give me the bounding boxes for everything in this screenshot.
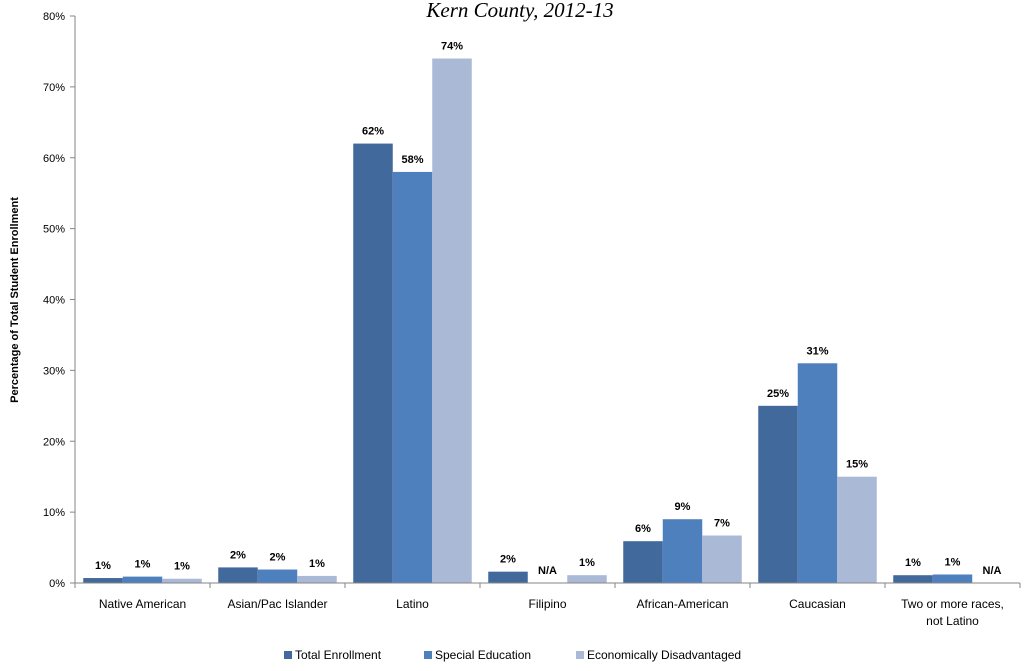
data-label: 6% [635, 523, 651, 535]
bar [662, 519, 703, 583]
x-tick-label: African-American [636, 597, 728, 611]
bar [257, 569, 298, 583]
bars: 1% 1% 1% 2% 2% 1% 62% 58% 74% 2% N/A 1% 6% 9% 7% 25% 31%… [83, 41, 1002, 584]
data-label: 9% [675, 501, 691, 513]
data-label: 1% [579, 557, 595, 569]
x-tick-label: Two or more races, not Latino [901, 597, 1004, 628]
y-tick-label: 0% [49, 578, 65, 590]
bar [758, 405, 798, 583]
data-label: 1% [174, 561, 190, 573]
x-tick-label: Filipino [528, 597, 566, 611]
data-label: N/A [538, 565, 557, 577]
data-label: 2% [230, 549, 246, 561]
x-tick-label: Asian/Pac Islander [227, 597, 327, 611]
legend-entry: Total Enrollment [295, 648, 382, 662]
bar [83, 578, 123, 583]
data-label: 15% [846, 459, 868, 471]
legend-entry: Economically Disadvantaged [587, 648, 741, 662]
bar [893, 575, 933, 583]
x-axis: Native American Asian/Pac Islander Latino F… [74, 582, 1021, 628]
data-label: 1% [135, 559, 151, 571]
data-label: 2% [500, 554, 516, 566]
y-tick-label: 20% [43, 436, 65, 448]
bar [623, 541, 663, 583]
legend-swatch [576, 651, 584, 659]
bar [932, 574, 973, 583]
y-axis-label: Percentage of Total Student Enrollment [9, 197, 21, 403]
data-label: 1% [95, 560, 111, 572]
data-label: 62% [362, 126, 384, 138]
bar [392, 171, 433, 584]
y-tick-label: 40% [43, 295, 65, 307]
data-label: 2% [270, 552, 286, 564]
legend-entry: Special Education [435, 648, 531, 662]
data-label: 58% [401, 154, 423, 166]
bar [297, 575, 337, 583]
data-label: N/A [983, 565, 1002, 577]
bar [797, 363, 838, 583]
bar [567, 575, 607, 583]
data-label: 1% [905, 557, 921, 569]
legend-swatch [424, 651, 432, 659]
bar [702, 535, 742, 583]
legend: Total Enrollment Special Education Economi… [284, 648, 741, 662]
y-tick-label: 80% [43, 11, 65, 23]
bar [353, 143, 393, 583]
data-label: 1% [309, 558, 325, 570]
legend-swatch [284, 651, 292, 659]
data-label: 74% [441, 41, 463, 53]
bar [488, 571, 528, 583]
y-tick-label: 70% [43, 82, 65, 94]
y-tick-label: 60% [43, 153, 65, 165]
data-label: 25% [767, 388, 789, 400]
x-tick-label: Latino [396, 597, 429, 611]
y-tick-label: 30% [43, 365, 65, 377]
bar [837, 476, 877, 583]
x-tick-label: Caucasian [789, 597, 846, 611]
data-label: 7% [714, 518, 730, 530]
chart-title: Kern County, 2012-13 [425, 0, 613, 22]
data-label: 1% [945, 556, 961, 568]
bar [162, 578, 202, 583]
bar [432, 58, 472, 583]
y-tick-label: 50% [43, 224, 65, 236]
data-label: 31% [806, 345, 828, 357]
bar [218, 567, 258, 583]
y-axis: 0% 10% 20% 30% 40% 50% 60% 70% 80% [43, 11, 76, 590]
x-tick-label: Native American [99, 597, 186, 611]
y-tick-label: 10% [43, 507, 65, 519]
bar [122, 576, 163, 583]
